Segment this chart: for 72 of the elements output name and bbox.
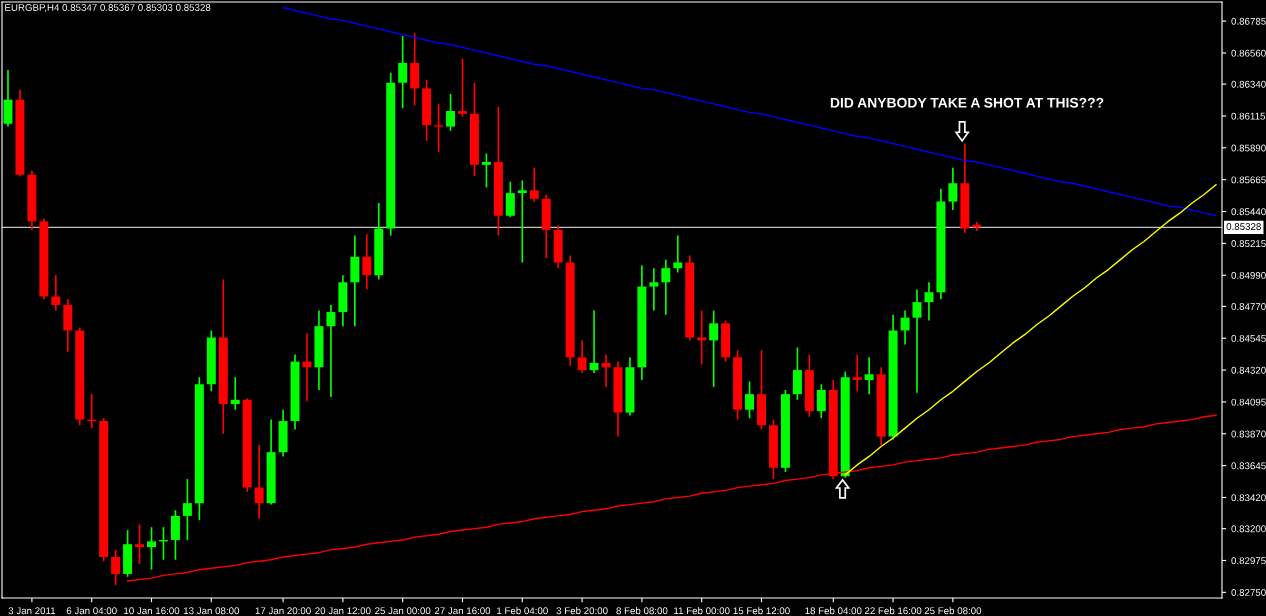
candlestick — [326, 304, 336, 398]
y-tick-label: 0.82750 — [1231, 589, 1266, 596]
line-series — [282, 6, 1217, 217]
candlestick — [649, 267, 659, 312]
x-tick-label: 3 Jan 2011 — [8, 607, 56, 615]
candlestick — [673, 234, 683, 274]
y-tick-label: 0.83200 — [1231, 525, 1266, 533]
y-tick-label: 0.86560 — [1231, 49, 1266, 57]
x-tick-label: 13 Jan 08:00 — [183, 607, 240, 615]
y-tick-label: 0.84545 — [1231, 334, 1266, 342]
candlestick — [230, 376, 240, 411]
x-tick-label: 1 Feb 04:00 — [497, 607, 548, 615]
x-tick-label: 22 Feb 16:00 — [864, 607, 922, 615]
candlestick — [135, 523, 145, 565]
y-tick-label: 0.85215 — [1231, 240, 1266, 247]
y-tick-label: 0.86785 — [1231, 17, 1266, 25]
candlestick — [924, 281, 934, 322]
x-tick-label: 10 Jan 16:00 — [124, 607, 180, 615]
candlestick — [529, 166, 539, 203]
candlestick — [481, 152, 491, 189]
x-tick-label: 17 Jan 20:00 — [255, 607, 311, 615]
y-tick-label: 0.83645 — [1231, 462, 1266, 470]
x-tick-label: 25 Feb 08:00 — [924, 607, 982, 615]
candlestick — [709, 309, 719, 388]
x-tick-label: 18 Feb 04:00 — [805, 607, 862, 615]
candlestick — [398, 35, 408, 110]
y-tick-label: 0.83870 — [1231, 430, 1266, 438]
y-tick-label: 0.85890 — [1231, 144, 1266, 152]
candlestick — [864, 356, 874, 395]
x-tick-label: 8 Feb 08:00 — [616, 607, 668, 615]
x-tick-label: 3 Feb 20:00 — [556, 607, 608, 615]
candlestick — [745, 380, 755, 420]
x-tick-label: 15 Feb 12:00 — [733, 607, 790, 615]
candlestick — [948, 166, 958, 211]
candlestick — [577, 339, 587, 374]
candlestick — [912, 288, 922, 394]
candlestick — [362, 233, 372, 291]
candlestick — [182, 478, 192, 541]
candlestick — [51, 274, 61, 312]
x-tick-label: 25 Jan 00:00 — [375, 607, 431, 615]
candlestick — [661, 258, 671, 316]
y-tick-label: 0.86115 — [1231, 112, 1266, 120]
candlestick — [434, 103, 444, 153]
y-tick-label: 0.82975 — [1231, 557, 1266, 565]
candlestick — [601, 353, 611, 388]
candlestick — [147, 526, 156, 571]
candlestick — [254, 444, 264, 520]
candlestick — [589, 309, 599, 374]
annotation: DID ANYBODY TAKE A SHOT AT THIS??? — [830, 97, 1104, 108]
y-tick-label: 0.85440 — [1231, 208, 1266, 216]
candlestick — [900, 309, 910, 346]
y-tick-label: 0.85665 — [1231, 176, 1266, 184]
y-tick-label: 0.84320 — [1231, 366, 1266, 374]
candlestick — [517, 179, 527, 264]
y-tick-label: 0.84095 — [1231, 398, 1266, 406]
candlestick — [852, 353, 862, 393]
chart-title: EURGBP,H4 0.85347 0.85367 0.85303 0.85328 — [5, 4, 211, 13]
candlestick — [505, 180, 515, 219]
candlestick — [446, 93, 456, 132]
x-tick-label: 20 Jan 12:00 — [315, 607, 371, 615]
x-tick-label: 11 Feb 00:00 — [674, 607, 730, 615]
y-tick-label: 0.86340 — [1231, 80, 1266, 88]
y-tick-label: 0.84990 — [1231, 271, 1266, 279]
candlestick — [816, 383, 826, 420]
ref-line-label: 0.85328 — [1226, 223, 1261, 230]
candlestick — [111, 549, 121, 587]
y-tick-label: 0.83420 — [1231, 494, 1266, 502]
candlestick — [458, 57, 467, 118]
line-series — [844, 183, 1217, 476]
x-tick-label: 6 Jan 04:00 — [66, 607, 117, 615]
x-tick-label: 27 Jan 16:00 — [434, 607, 491, 615]
y-tick-label: 0.84770 — [1231, 303, 1266, 310]
